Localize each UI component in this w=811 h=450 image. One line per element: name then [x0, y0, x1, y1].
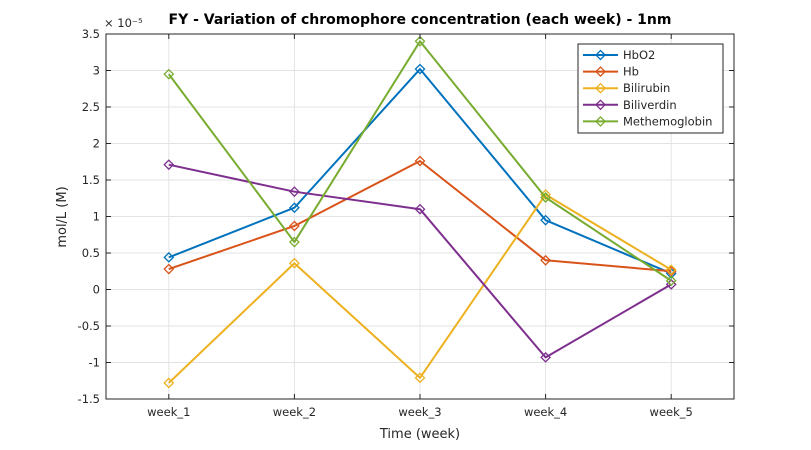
- x-tick-label: week_1: [147, 405, 190, 419]
- y-exponent-label: × 10⁻⁵: [104, 16, 143, 30]
- series-line: [168, 193, 672, 384]
- legend: HbO2 Hb Bilirubin Biliverdin Methemoglobin: [577, 43, 724, 134]
- data-point-marker: [540, 351, 552, 363]
- legend-item: Methemoglobin: [583, 114, 712, 128]
- y-tick-label: 1.5: [82, 173, 100, 187]
- data-point-marker: [288, 220, 300, 232]
- legend-item: Bilirubin: [583, 81, 670, 95]
- legend-swatch-marker: [595, 49, 606, 61]
- y-tick-label: 0.5: [82, 246, 100, 260]
- data-point-marker: [540, 254, 552, 266]
- y-axis-label: mol/L (M): [55, 186, 70, 247]
- chart-title: FY - Variation of chromophore concentrat…: [169, 12, 672, 28]
- data-point-marker: [288, 257, 300, 269]
- series-layer: [163, 35, 677, 389]
- x-tick-label: week_2: [273, 405, 316, 419]
- legend-swatch-marker: [595, 99, 606, 111]
- series-hbo2: [163, 63, 677, 279]
- data-point-marker: [163, 68, 175, 80]
- legend-label: Bilirubin: [623, 81, 670, 95]
- series-line: [168, 163, 672, 359]
- series-biliverdin: [163, 159, 677, 363]
- data-point-marker: [163, 159, 175, 171]
- data-point-marker: [414, 63, 426, 75]
- x-tick-label: week_4: [524, 405, 567, 419]
- legend-item: Hb: [583, 65, 639, 79]
- data-point-marker: [414, 203, 426, 215]
- y-tick-label: 3: [93, 64, 100, 78]
- y-tick-label: 3.5: [82, 27, 100, 41]
- legend-swatch-marker: [595, 82, 606, 94]
- series-line: [167, 40, 672, 282]
- data-point-marker: [414, 155, 426, 167]
- data-point-marker: [665, 264, 677, 276]
- data-point-marker: [414, 372, 426, 384]
- data-point-marker: [414, 35, 426, 47]
- legend-item: Biliverdin: [583, 98, 677, 112]
- y-tick-label: 2.5: [82, 100, 100, 114]
- data-point-marker: [288, 202, 300, 214]
- y-tick-label: 0: [93, 283, 100, 297]
- data-point-marker: [540, 214, 552, 226]
- data-point-marker: [540, 192, 552, 203]
- legend-item: HbO2: [583, 48, 655, 62]
- series-line: [168, 160, 672, 273]
- legend-label: HbO2: [623, 48, 655, 62]
- ticks: -1.5 -1 -0.5 0 0.5 1 1.5 2 2.5 3 3.5 week_1 week_2 we…: [78, 27, 734, 419]
- data-point-marker: [163, 377, 175, 389]
- y-tick-label: -0.5: [78, 319, 100, 333]
- x-axis-label: Time (week): [379, 427, 460, 442]
- y-tick-label: -1: [89, 356, 100, 370]
- y-tick-label: 2: [93, 137, 100, 151]
- legend-label: Biliverdin: [623, 98, 677, 112]
- series-methemoglobin: [163, 35, 677, 287]
- data-point-marker: [163, 263, 175, 275]
- x-tick-label: week_3: [398, 405, 441, 419]
- data-point-marker: [288, 186, 300, 198]
- legend-swatch-marker: [595, 66, 606, 78]
- data-point-marker: [288, 236, 300, 248]
- y-tick-label: -1.5: [78, 392, 100, 406]
- x-tick-label: week_5: [650, 405, 693, 419]
- series-line: [168, 68, 672, 275]
- data-point-marker: [665, 275, 677, 287]
- series-bilirubin: [163, 189, 677, 389]
- legend-label: Methemoglobin: [623, 114, 712, 128]
- legend-swatch-marker: [595, 115, 606, 127]
- y-tick-label: 1: [93, 210, 100, 224]
- legend-label: Hb: [623, 65, 639, 79]
- data-point-marker: [163, 251, 175, 263]
